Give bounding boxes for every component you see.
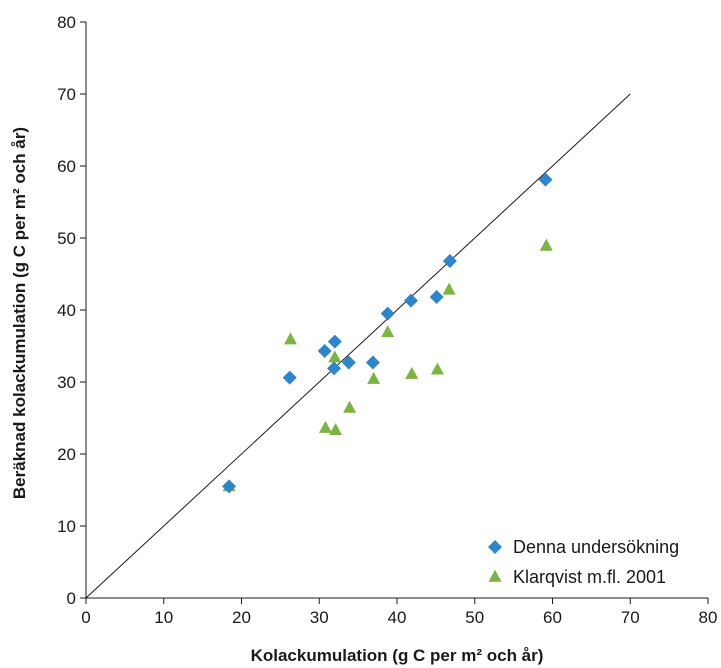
data-point-diamond: [317, 344, 332, 359]
legend-label: Denna undersökning: [513, 537, 679, 557]
data-point-diamond: [327, 334, 342, 349]
x-tick-label: 70: [621, 608, 640, 627]
x-tick-label: 30: [310, 608, 329, 627]
data-point-triangle: [367, 371, 381, 384]
data-point-triangle: [405, 366, 419, 379]
y-tick-label: 70: [57, 85, 76, 104]
y-tick-label: 40: [57, 301, 76, 320]
reference-line: [85, 93, 631, 599]
x-tick-label: 10: [154, 608, 173, 627]
x-tick-label: 20: [232, 608, 251, 627]
y-axis-title: Beräknad kolackumulation (g C per m² och…: [10, 127, 29, 499]
legend-marker-diamond: [488, 540, 502, 554]
y-tick-label: 80: [57, 13, 76, 32]
data-point-diamond: [341, 355, 356, 370]
data-point-triangle: [539, 238, 553, 251]
legend-marker-triangle: [488, 569, 502, 582]
tick-labels: 0 10 20 30 40 50 60 70 80 0 10 20 30 40 50 60 70 80: [57, 13, 717, 627]
legend: Denna undersökning Klarqvist m.fl. 2001: [488, 537, 679, 587]
data-point-triangle: [318, 420, 332, 433]
data-point-diamond: [442, 254, 457, 269]
x-tick-label: 50: [465, 608, 484, 627]
data-point-diamond: [403, 293, 418, 308]
data-point-diamond: [327, 361, 342, 376]
data-point-triangle: [381, 325, 395, 338]
y-tick-label: 20: [57, 445, 76, 464]
data-point-triangle: [430, 362, 444, 375]
data-point-diamond: [380, 306, 395, 321]
data-point-diamond: [222, 479, 237, 494]
data-point-triangle: [343, 400, 357, 413]
series-triangle: [222, 238, 553, 492]
y-tick-label: 30: [57, 373, 76, 392]
x-tick-label: 60: [543, 608, 562, 627]
legend-label: Klarqvist m.fl. 2001: [513, 567, 666, 587]
data-point-triangle: [442, 282, 456, 295]
y-tick-label: 50: [57, 229, 76, 248]
data-point-diamond: [429, 290, 444, 305]
data-point-triangle: [329, 423, 343, 436]
y-tick-label: 60: [57, 157, 76, 176]
x-axis-title: Kolackumulation (g C per m² och år): [251, 646, 544, 665]
data-point-diamond: [365, 355, 380, 370]
x-tick-label: 0: [81, 608, 90, 627]
x-tick-label: 80: [699, 608, 718, 627]
data-point-diamond: [538, 172, 553, 187]
series-diamond: [222, 172, 553, 494]
x-tick-label: 40: [388, 608, 407, 627]
data-point-triangle: [283, 332, 297, 345]
data-point-triangle: [328, 350, 342, 363]
y-tick-label: 0: [67, 589, 76, 608]
y-tick-label: 10: [57, 517, 76, 536]
data-points: [222, 172, 553, 494]
data-point-diamond: [282, 370, 297, 385]
